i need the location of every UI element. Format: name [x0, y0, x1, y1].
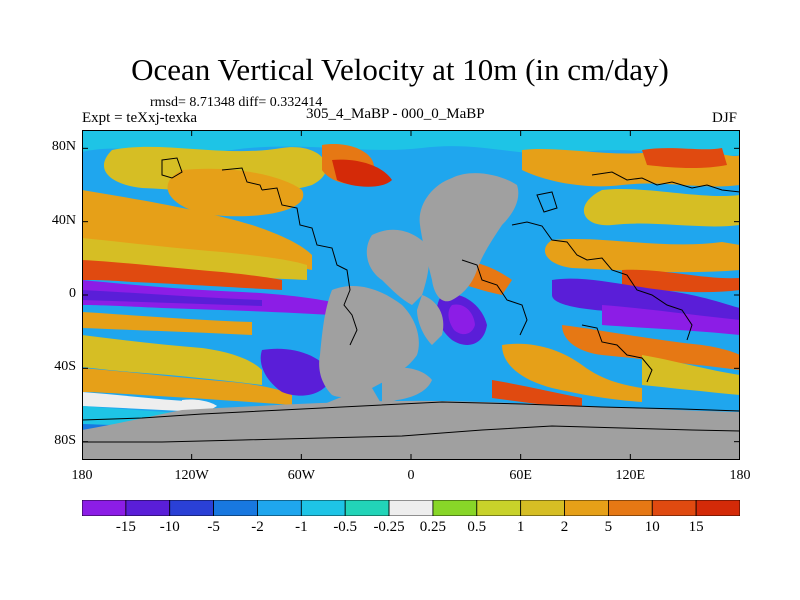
colorbar-swatch	[344, 500, 390, 516]
colorbar	[82, 500, 740, 516]
colorbar-swatch	[300, 500, 346, 516]
lat-label: 0	[69, 286, 76, 301]
land-mass-bridge	[417, 295, 444, 345]
colorbar-swatch	[169, 500, 214, 516]
colorbar-label: -5	[207, 519, 220, 535]
colorbar-label: 0.5	[467, 519, 487, 535]
axis-ticks	[82, 130, 740, 460]
experiment-name: 305_4_MaBP - 000_0_MaBP	[306, 106, 485, 122]
colorbar-swatch	[432, 500, 478, 516]
lon-label: 0	[407, 468, 415, 483]
lon-label: 180	[71, 468, 93, 483]
plot-title: Ocean Vertical Velocity at 10m (in cm/da…	[131, 52, 669, 87]
colorbar-swatch	[651, 500, 697, 516]
colorbar-swatch	[476, 500, 522, 516]
colorbar-label: -15	[115, 519, 136, 535]
colorbar-swatch	[257, 500, 302, 516]
colorbar-label: 15	[688, 519, 704, 535]
land-mass-west	[366, 229, 430, 305]
land-mass-antarctic	[82, 400, 740, 460]
colorbar-label: 0.25	[419, 519, 447, 535]
lat-label: 80N	[51, 139, 76, 155]
colorbar-label: -10	[159, 519, 180, 535]
colorbar-swatch	[608, 500, 653, 516]
ocean-velocity-map	[82, 130, 740, 460]
lon-label: 180	[729, 468, 751, 483]
lat-label: 40N	[51, 212, 76, 228]
lon-label: 60E	[509, 468, 532, 483]
colorbar-swatch	[82, 500, 127, 516]
colorbar-label: 2	[560, 519, 569, 535]
colorbar-swatch	[125, 500, 171, 516]
colorbar-swatch	[388, 500, 434, 516]
colorbar-label: -0.25	[373, 519, 405, 535]
lon-label: 120W	[174, 468, 209, 483]
colorbar-swatch	[564, 500, 609, 516]
colorbar-label: -1	[295, 519, 308, 535]
colorbar-swatch	[213, 500, 258, 516]
lon-label: 60W	[287, 468, 315, 483]
colorbar-label: -2	[251, 519, 264, 535]
colorbar-swatch	[520, 500, 565, 516]
colorbar-label: 1	[516, 519, 525, 535]
colorbar-label: 5	[604, 519, 613, 535]
land-mass-tip	[382, 367, 432, 405]
land-mass-connector	[312, 388, 382, 420]
lat-label: 40S	[54, 359, 76, 375]
colorbar-label: 10	[644, 519, 660, 535]
colorbar-swatch	[695, 500, 740, 516]
land-mass-north	[419, 173, 519, 302]
lat-label: 80S	[54, 432, 76, 448]
colorbar-label: -0.5	[333, 519, 358, 535]
lon-label: 120E	[615, 468, 646, 483]
experiment-label: Expt = teXxj-texka	[82, 110, 198, 126]
season-label: DJF	[712, 110, 738, 126]
stats-text: rmsd= 8.71348 diff= 0.332414	[150, 95, 323, 110]
field-layer	[82, 130, 740, 460]
